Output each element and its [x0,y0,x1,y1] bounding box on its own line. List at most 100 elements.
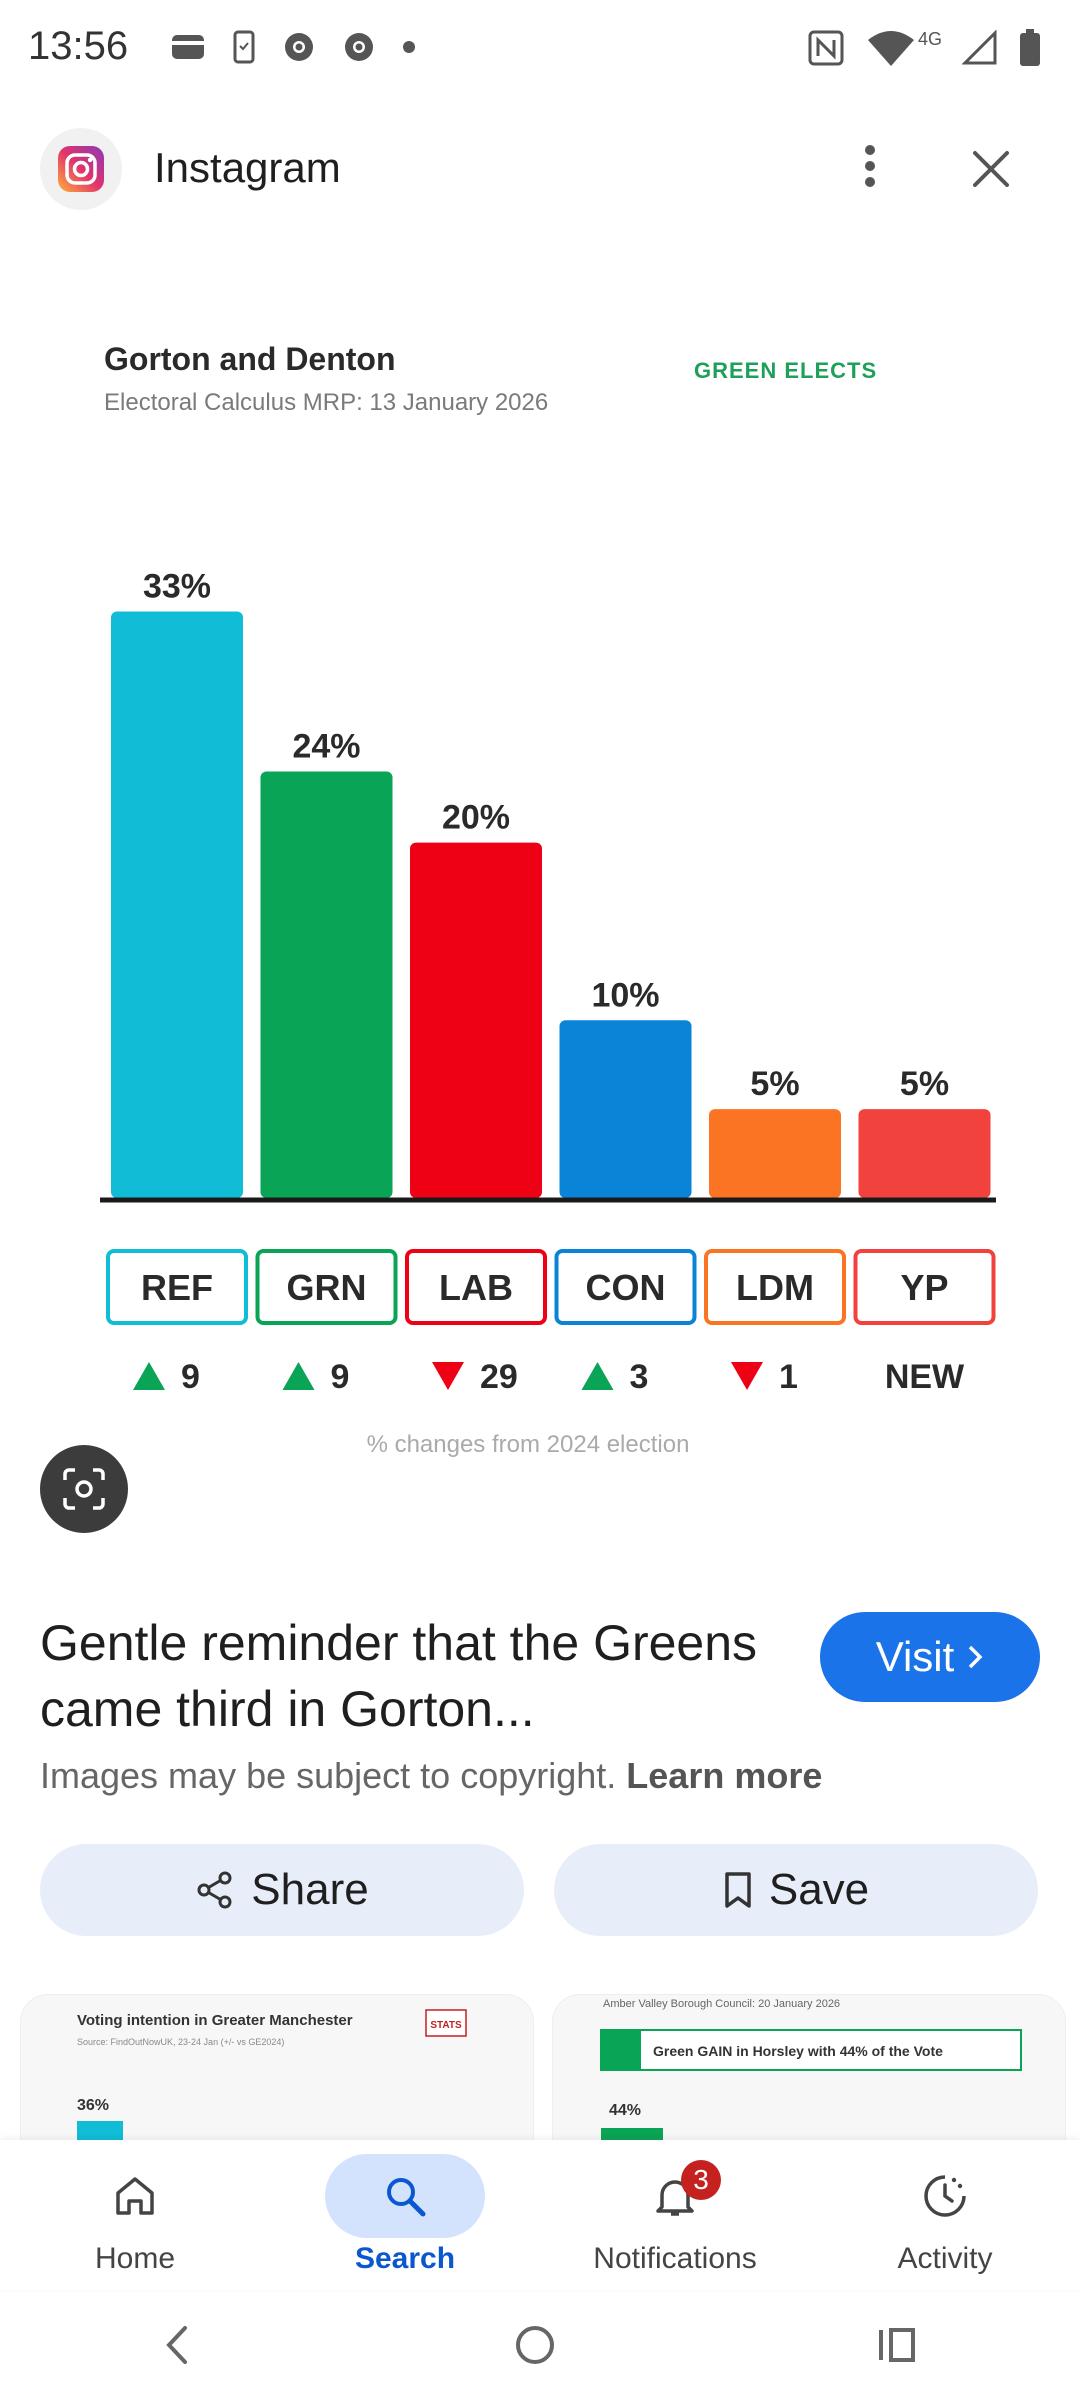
bell-icon [656,2180,694,2216]
bookmark-icon [725,1872,751,1908]
system-status-icons: 4G [806,28,1042,68]
thumbnail-graphic: Voting intention in Greater Manchester S… [77,2009,467,2140]
chart-bar [410,842,542,1198]
thumb-title: Amber Valley Borough Council: 20 January… [603,1998,840,2010]
change-value: NEW [885,1358,965,1396]
chrome-icon [345,33,373,61]
network-type: 4G [917,28,942,49]
chrome-icon [285,33,313,61]
close-icon [973,151,1009,187]
category-label: LAB [439,1267,513,1308]
nav-home[interactable]: Home [0,2140,270,2290]
nav-notifications[interactable]: 3 Notifications [540,2140,810,2290]
notification-badge: 3 [681,2160,721,2200]
thumb-value: 36% [77,2097,109,2114]
bar-value-label: 20% [442,799,510,837]
change-up-arrow [581,1362,614,1390]
home-circle-icon[interactable] [510,2320,560,2370]
thumb-value: 44% [609,2102,641,2119]
category-label: YP [900,1267,948,1308]
chart-brand: GREEN ELECTS [694,358,877,383]
nav-search[interactable]: Search [270,2140,540,2290]
related-thumbnail[interactable]: Amber Valley Borough Council: 20 January… [552,1994,1066,2141]
nav-notifications-label: Notifications [593,2242,757,2275]
category-box [255,1249,398,1325]
viewer-header: Instagram [0,118,1080,218]
nav-home-icon-wrap [55,2154,215,2238]
change-value: 29 [480,1358,518,1396]
change-value: 9 [331,1358,350,1396]
dot-icon [403,41,415,53]
lens-button[interactable] [40,1445,128,1533]
nfc-icon [808,30,844,66]
thumbnail-graphic: Amber Valley Borough Council: 20 January… [600,1998,1022,2140]
chart-bar [111,611,243,1198]
visit-button[interactable]: Visit [820,1612,1040,1702]
change-down-arrow [432,1362,464,1390]
visit-label: Visit [875,1633,955,1680]
bar-value-label: 33% [143,568,211,606]
notification-icons [170,30,416,64]
nav-search-icon-wrap [325,2154,485,2238]
change-value: 3 [630,1358,649,1396]
wifi-icon [867,31,914,66]
bar-chart: Gorton and Denton Electoral Calculus MRP… [100,341,996,1458]
chart-title: Gorton and Denton [104,341,396,377]
status-time: 13:56 [28,24,129,68]
copyright-text: Images may be subject to copyright. [40,1755,617,1796]
save-label: Save [768,1865,870,1914]
bar-value-label: 24% [292,727,360,765]
more-options-button[interactable] [840,136,900,196]
recents-icon[interactable] [873,2320,923,2370]
battery-icon [1020,29,1040,66]
signal-icon [962,30,997,65]
lens-icon [63,1468,105,1510]
nav-activity-icon-wrap [865,2154,1025,2238]
chart-bar [858,1109,991,1198]
result-title[interactable]: Gentle reminder that the Greens came thi… [40,1615,758,1737]
category-label: LDM [736,1267,814,1308]
nav-search-label: Search [354,2242,456,2275]
related-thumbnail[interactable]: Voting intention in Greater Manchester S… [20,1994,534,2141]
category-label: GRN [287,1267,367,1308]
thumb-source: Source: FindOutNowUK, 23-24 Jan (+/- vs … [77,2037,284,2047]
copyright-notice: Images may be subject to copyright. Lear… [40,1755,822,1797]
chart-bar [559,1020,692,1198]
nav-activity[interactable]: Activity [810,2140,1080,2290]
category-box [853,1249,996,1325]
phone-icon [233,30,255,64]
nav-home-label: Home [94,2242,176,2275]
search-icon [387,2178,426,2217]
change-up-arrow [133,1362,165,1390]
nav-notifications-icon-wrap: 3 [595,2154,755,2238]
more-vert-icon [865,145,875,187]
chart-subtitle: Electoral Calculus MRP: 13 January 2026 [104,389,548,416]
instagram-logo[interactable] [40,128,122,210]
nav-activity-label: Activity [897,2242,993,2275]
share-button[interactable]: Share [40,1844,524,1936]
learn-more-link[interactable]: Learn more [626,1755,823,1796]
chart-footnote: % changes from 2024 election [367,1431,690,1458]
category-box [554,1249,697,1325]
category-box [405,1249,547,1325]
home-icon [116,2177,154,2215]
change-down-arrow [731,1362,763,1390]
thumb-banner: Green GAIN in Horsley with 44% of the Vo… [653,2043,943,2059]
system-navigation [0,2290,1080,2400]
back-icon[interactable] [157,2320,197,2370]
source-app-name: Instagram [154,144,341,191]
status-bar: 13:56 4G [0,0,1080,100]
activity-icon [924,2175,966,2217]
save-button[interactable]: Save [554,1844,1038,1936]
chart-bar [260,771,393,1198]
change-value: 1 [779,1358,798,1396]
instagram-icon [58,146,104,192]
bar-value-label: 5% [900,1065,949,1103]
change-value: 9 [181,1358,200,1396]
bar-value-label: 5% [750,1065,799,1103]
close-button[interactable] [958,136,1024,202]
thumb-logo: STATS [430,2020,462,2031]
wallet-icon [172,35,204,59]
category-box [106,1249,248,1325]
result-image[interactable]: Gorton and Denton Electoral Calculus MRP… [0,300,1080,1540]
